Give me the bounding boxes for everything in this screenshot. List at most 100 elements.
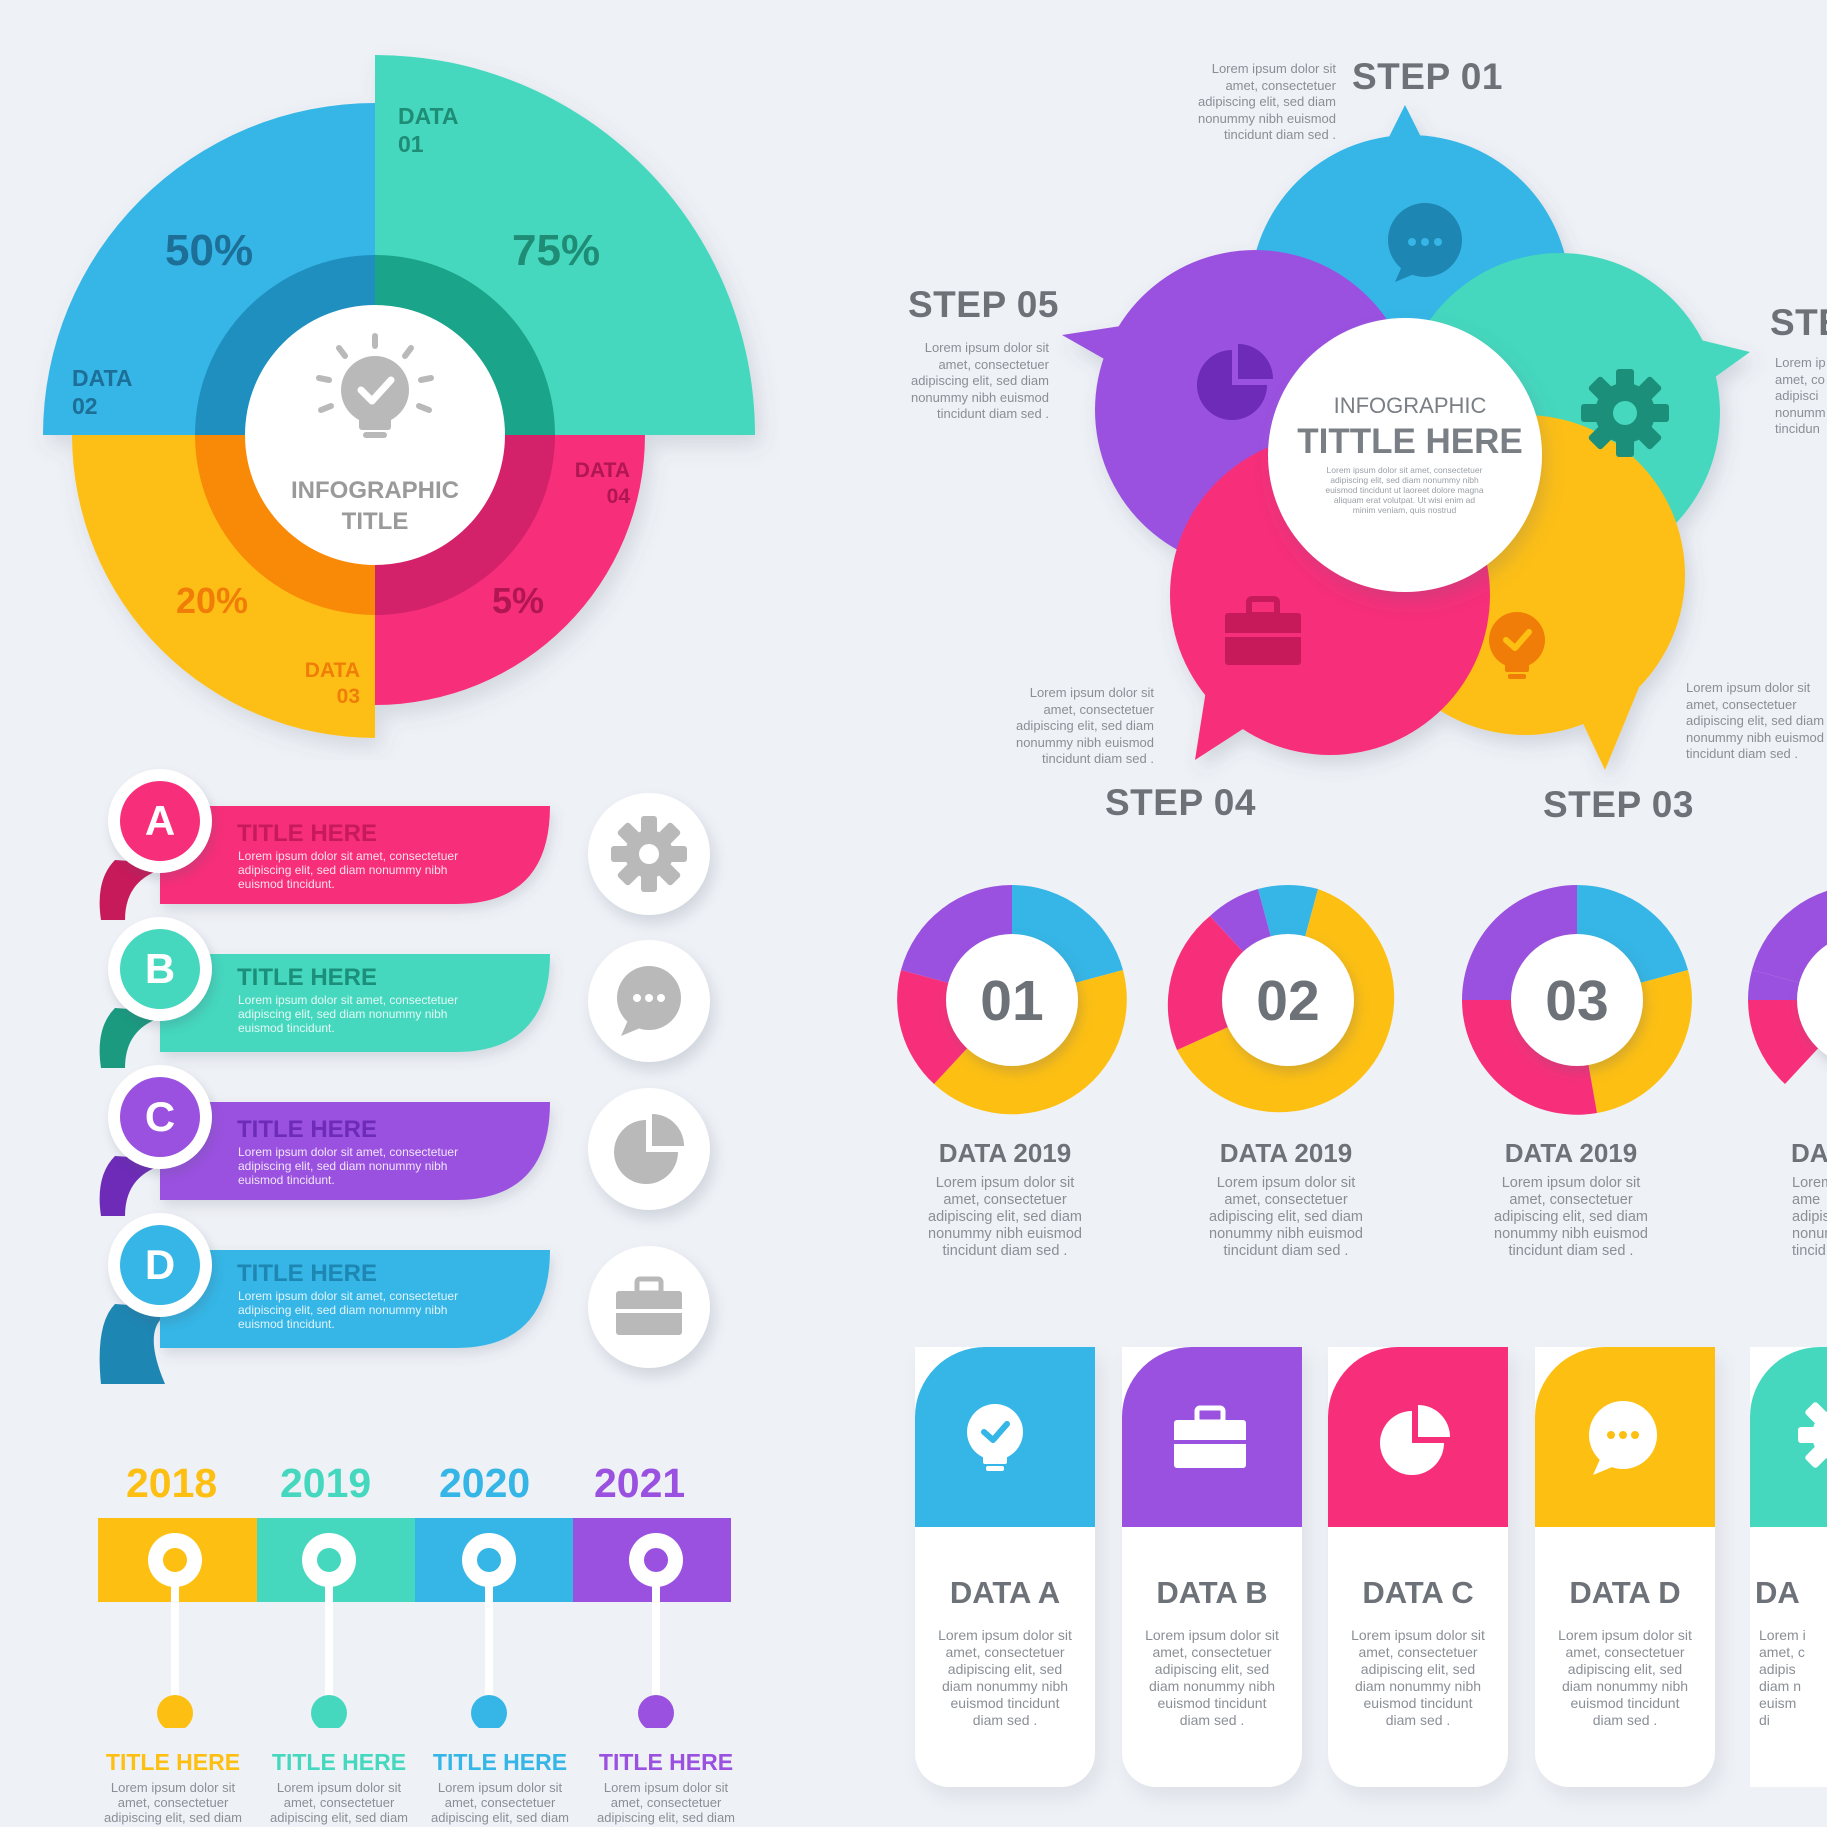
- ribbon-b-icon-circle: [588, 940, 710, 1062]
- step-04-title: STEP 04: [1105, 782, 1256, 823]
- lightbulb-icon: [316, 333, 434, 438]
- data-card-a: DATA A Lorem ipsum dolor sit amet, conse…: [915, 1347, 1095, 1787]
- pie-chart-icon: [1197, 344, 1273, 420]
- pie-chart-icon: [1380, 1405, 1450, 1475]
- timeline-year-2020: 2020: [439, 1460, 531, 1506]
- timeline-title-2018: TITLE HERE: [105, 1749, 241, 1775]
- timeline-text-2019: Lorem ipsum dolor sit amet, consectetuer…: [269, 1780, 409, 1825]
- ribbon-b-letter: B: [120, 929, 200, 1009]
- ribbon-d-badge: D: [108, 1213, 212, 1317]
- donut-02-text: Lorem ipsum dolor sit amet, consectetuer…: [1209, 1175, 1363, 1259]
- timeline-bar: [98, 1518, 731, 1728]
- ribbon-d-title: TITLE HERE: [237, 1260, 378, 1287]
- donut-01-number: 01: [980, 969, 1044, 1033]
- ribbon-list: [99, 806, 550, 1384]
- step-05-title: STEP 05: [908, 284, 1059, 325]
- step-01-text: Lorem ipsum dolor sit amet, consectetuer…: [1197, 61, 1336, 142]
- donut-04: [1748, 890, 1827, 1084]
- data-card-e: DA Lorem i amet, c adipis diam n euism d…: [1750, 1347, 1827, 1787]
- step-02-text: Lorem ip amet, co adipisci nonumm tincid…: [1775, 355, 1826, 436]
- gear-icon: [1798, 1402, 1827, 1468]
- ribbon-c-letter: C: [120, 1077, 200, 1157]
- pie-label-data-02: DATA 02: [72, 365, 133, 419]
- gear-icon: [611, 816, 687, 892]
- ribbon-c-text: Lorem ipsum dolor sit amet, consectetuer…: [238, 1145, 459, 1187]
- ribbon-b-title: TITLE HERE: [237, 964, 378, 991]
- pie-center-title: INFOGRAPHIC TITLE: [291, 477, 459, 535]
- donut-02: [1167, 885, 1395, 1113]
- step-05-text: Lorem ipsum dolor sit amet, consectetuer…: [910, 340, 1049, 421]
- step-02-title: STE: [1770, 302, 1827, 343]
- data-card-b-text: Lorem ipsum dolor sit amet, consectetuer…: [1145, 1627, 1279, 1728]
- pie-infographic: [43, 55, 755, 738]
- donut-03-title: DATA 2019: [1504, 1138, 1638, 1168]
- lightbulb-icon: [1489, 612, 1545, 679]
- timeline-year-2021: 2021: [594, 1460, 686, 1506]
- chat-icon: [1589, 1401, 1657, 1475]
- data-card-b: DATA B Lorem ipsum dolor sit amet, conse…: [1122, 1347, 1302, 1787]
- data-card-c-title: DATA C: [1362, 1575, 1474, 1610]
- timeline-marker-2020: [462, 1533, 516, 1728]
- ribbon-d-text: Lorem ipsum dolor sit amet, consectetuer…: [238, 1289, 459, 1331]
- pie-chart-icon: [614, 1114, 684, 1184]
- data-card-a-header: [915, 1347, 1095, 1527]
- briefcase-icon: [1225, 596, 1301, 665]
- ribbon-a-title: TITLE HERE: [237, 820, 378, 847]
- ribbon-d-icon-circle: [588, 1246, 710, 1368]
- step-03-text: Lorem ipsum dolor sit amet, consectetuer…: [1686, 680, 1825, 761]
- lightbulb-icon: [967, 1404, 1023, 1471]
- data-card-d-text: Lorem ipsum dolor sit amet, consectetuer…: [1558, 1627, 1692, 1728]
- donut-01: [897, 885, 1127, 1115]
- step-03-title: STEP 03: [1543, 784, 1694, 825]
- donut-03: [1462, 885, 1692, 1115]
- data-card-e-header: [1750, 1347, 1827, 1527]
- ribbon-c-title: TITLE HERE: [237, 1116, 378, 1143]
- ribbon-b-text: Lorem ipsum dolor sit amet, consectetuer…: [238, 993, 459, 1035]
- ribbon-c-badge: C: [108, 1065, 212, 1169]
- pie-percent-data-03: 20%: [176, 580, 249, 621]
- data-card-a-title: DATA A: [949, 1575, 1061, 1610]
- data-card-c: DATA C Lorem ipsum dolor sit amet, conse…: [1328, 1347, 1508, 1787]
- pie-percent-data-04: 5%: [492, 580, 545, 621]
- timeline-marker-2018: [148, 1533, 202, 1728]
- timeline-year-2018: 2018: [126, 1460, 218, 1506]
- pie-label-data-04: DATA 04: [574, 459, 630, 508]
- data-card-d-title: DATA D: [1569, 1575, 1681, 1610]
- chat-icon: [617, 966, 681, 1036]
- timeline-text-2021: Lorem ipsum dolor sit amet, consectetuer…: [596, 1780, 736, 1825]
- data-card-e-text: Lorem i amet, c adipis diam n euism di: [1759, 1627, 1806, 1728]
- donut-01-title: DATA 2019: [938, 1138, 1072, 1168]
- ribbon-c-icon-circle: [588, 1088, 710, 1210]
- pie-label-data-03: DATA 03: [304, 659, 360, 708]
- timeline-title-2019: TITLE HERE: [271, 1749, 407, 1775]
- ribbon-a-icon-circle: [588, 793, 710, 915]
- step-01-title: STEP 01: [1352, 56, 1503, 97]
- steps-center-top: INFOGRAPHIC: [1333, 393, 1487, 418]
- briefcase-icon: [616, 1276, 682, 1335]
- timeline-marker-2019: [302, 1533, 356, 1728]
- timeline-title-2021: TITLE HERE: [598, 1749, 734, 1775]
- ribbon-b-badge: B: [108, 917, 212, 1021]
- pie-percent-data-01: 75%: [512, 226, 601, 275]
- timeline-text-2018: Lorem ipsum dolor sit amet, consectetuer…: [103, 1780, 243, 1825]
- pie-label-data-01: DATA 01: [398, 103, 459, 157]
- ribbon-a-text: Lorem ipsum dolor sit amet, consectetuer…: [238, 849, 459, 891]
- donut-03-number: 03: [1545, 969, 1609, 1033]
- donut-03-text: Lorem ipsum dolor sit amet, consectetuer…: [1494, 1175, 1648, 1259]
- step-04-text: Lorem ipsum dolor sit amet, consectetuer…: [1015, 685, 1154, 766]
- timeline-text-2020: Lorem ipsum dolor sit amet, consectetuer…: [430, 1780, 570, 1825]
- donut-01-text: Lorem ipsum dolor sit amet, consectetuer…: [928, 1175, 1082, 1259]
- data-card-d-header: [1535, 1347, 1715, 1527]
- gear-icon: [1581, 369, 1669, 457]
- data-card-b-header: [1122, 1347, 1302, 1527]
- data-card-b-title: DATA B: [1156, 1575, 1268, 1610]
- donut-row: [897, 885, 1827, 1115]
- data-card-d: DATA D Lorem ipsum dolor sit amet, conse…: [1535, 1347, 1715, 1787]
- chat-icon: [1388, 203, 1462, 282]
- data-card-a-text: Lorem ipsum dolor sit amet, consectetuer…: [938, 1627, 1072, 1728]
- timeline-title-2020: TITLE HERE: [432, 1749, 568, 1775]
- donut-04-text: Lorem ame adipisc nonum tincid: [1792, 1175, 1827, 1259]
- steps-center-text: Lorem ipsum dolor sit amet, consectetuer…: [1325, 465, 1484, 515]
- data-card-c-header: [1328, 1347, 1508, 1527]
- steps-center-circle: [1268, 318, 1542, 592]
